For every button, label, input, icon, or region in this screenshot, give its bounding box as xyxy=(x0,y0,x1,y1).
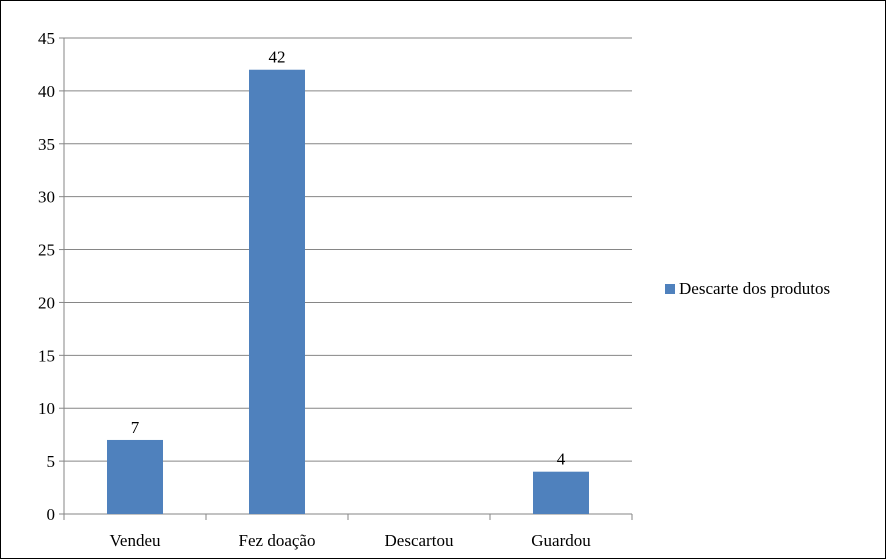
data-label-1: 42 xyxy=(269,48,286,67)
bars xyxy=(107,69,589,514)
y-tick-label-20: 20 xyxy=(38,293,55,312)
y-tick-label-15: 15 xyxy=(38,346,55,365)
y-tick-label-5: 5 xyxy=(47,452,56,471)
y-axis: 0 5 10 15 20 25 30 35 40 45 xyxy=(38,29,65,524)
x-tick-label-3: Guardou xyxy=(531,531,591,550)
y-tick-label-40: 40 xyxy=(38,82,55,101)
legend-swatch xyxy=(665,284,675,294)
y-tick-label-0: 0 xyxy=(47,505,56,524)
bar-1 xyxy=(249,69,305,514)
gridlines xyxy=(64,37,632,462)
y-tick-label-30: 30 xyxy=(38,188,55,207)
bar-3 xyxy=(533,471,589,514)
legend: Descarte dos produtos xyxy=(665,279,830,298)
y-tick-label-10: 10 xyxy=(38,399,55,418)
x-tick-label-2: Descartou xyxy=(385,531,454,550)
y-tick-label-35: 35 xyxy=(38,135,55,154)
data-label-3: 4 xyxy=(557,450,566,469)
x-tick-label-1: Fez doação xyxy=(239,531,316,550)
y-tick-label-25: 25 xyxy=(38,241,55,260)
legend-label: Descarte dos produtos xyxy=(679,279,830,298)
x-axis: Vendeu Fez doação Descartou Guardou xyxy=(63,513,633,550)
x-tick-label-0: Vendeu xyxy=(110,531,161,550)
y-tick-label-45: 45 xyxy=(38,29,55,48)
data-labels: 7 42 4 xyxy=(131,48,566,469)
bar-0 xyxy=(107,439,163,514)
data-label-0: 7 xyxy=(131,418,140,437)
